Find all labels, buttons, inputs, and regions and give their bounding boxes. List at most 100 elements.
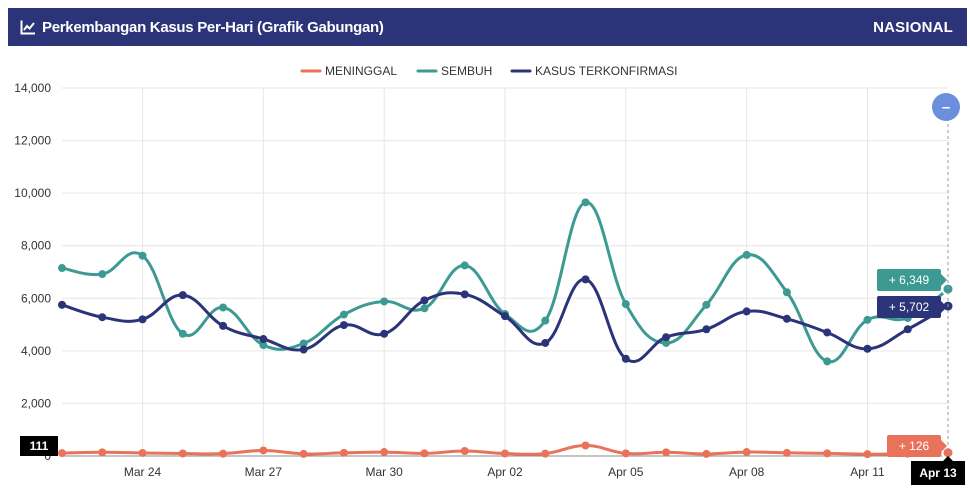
overlays: – + 6,349 + 5,702 + 126 111 Apr 13 [20,93,965,485]
data-point[interactable] [501,312,509,321]
data-point[interactable] [863,315,872,324]
zoom-out-icon[interactable]: – [942,99,950,116]
region-label: NASIONAL [873,18,953,36]
data-point[interactable] [380,297,389,306]
grid [62,87,948,457]
data-point[interactable] [903,325,912,334]
data-point[interactable] [58,449,66,458]
data-point[interactable] [299,339,308,348]
data-point[interactable] [782,448,791,457]
legend: MENINGGAL SEMBUH KASUS TERKONFIRMASI [300,64,677,78]
data-point[interactable] [460,290,469,299]
data-point[interactable] [742,250,751,259]
recovered-value-label-box [877,269,941,291]
data-point[interactable] [259,335,268,344]
data-point[interactable] [823,328,832,337]
data-point[interactable] [823,357,832,366]
data-point[interactable] [581,441,590,450]
axes: 02,0004,0006,0008,00010,00012,00014,000M… [14,81,885,479]
recovered-value-label: + 6,349 [889,273,930,287]
last-x-label: Apr 13 [919,466,957,480]
data-point[interactable] [621,449,630,458]
data-point[interactable] [782,288,791,297]
data-point[interactable] [662,333,671,342]
y-tick-label: 10,000 [14,186,51,200]
data-point[interactable] [420,296,429,305]
data-point[interactable] [259,446,268,455]
data-point[interactable] [823,449,832,458]
data-point[interactable] [219,449,228,458]
data-point[interactable] [138,315,147,324]
x-tick-label: Mar 30 [366,465,404,479]
data-point[interactable] [259,341,268,350]
last-x-label-box [911,461,965,485]
data-point[interactable] [782,314,791,323]
legend-item-label[interactable]: MENINGGAL [325,64,397,78]
data-point[interactable] [702,300,711,309]
deaths-value-label-box [887,435,941,457]
data-point[interactable] [460,261,469,270]
data-point[interactable] [863,450,872,459]
data-point[interactable] [138,448,147,457]
chart-title: Perkembangan Kasus Per-Hari (Grafik Gabu… [42,18,384,36]
confirmed-value-label-pointer [941,301,947,313]
data-point[interactable] [621,300,630,309]
series-line-sembuh [61,200,949,364]
data-point[interactable] [702,325,711,334]
data-point[interactable] [178,449,187,458]
data-point[interactable] [178,291,187,300]
data-point[interactable] [541,316,550,325]
data-point[interactable] [339,321,348,330]
data-point[interactable] [581,275,590,284]
data-point[interactable] [541,338,550,347]
confirmed-value-label-box [877,296,941,318]
data-point[interactable] [58,264,66,273]
data-point[interactable] [420,304,429,313]
chart-header: Perkembangan Kasus Per-Hari (Grafik Gabu… [8,8,967,46]
data-point[interactable] [299,449,308,458]
data-point[interactable] [178,329,187,338]
first-value-label: 111 [30,439,49,453]
confirmed-value-label: + 5,702 [889,300,930,314]
data-point[interactable] [219,303,228,312]
data-point[interactable] [742,307,751,316]
data-point[interactable] [380,329,389,338]
data-point[interactable] [299,345,308,354]
legend-item-label[interactable]: SEMBUH [441,64,492,78]
recovered-value-label-pointer [941,274,947,286]
data-point[interactable] [863,344,872,353]
data-point[interactable] [98,313,107,322]
data-point[interactable] [339,310,348,319]
data-point[interactable] [581,198,590,207]
data-point[interactable] [621,354,630,363]
data-point[interactable] [702,449,711,458]
y-tick-label: 4,000 [21,344,51,358]
data-point[interactable] [380,448,389,457]
data-point[interactable] [98,270,107,279]
last-x-label-pointer [943,456,953,461]
deaths-value-label: + 126 [899,439,930,453]
data-point[interactable] [138,251,147,260]
y-tick-label: 14,000 [14,81,51,95]
data-point[interactable] [420,449,429,458]
data-point[interactable] [219,321,228,330]
legend-item-label[interactable]: KASUS TERKONFIRMASI [535,64,677,78]
line-chart-icon [20,20,35,35]
x-tick-label: Apr 11 [850,465,885,479]
data-point[interactable] [501,449,509,458]
zoom-out-button[interactable] [932,93,960,121]
y-tick-label: 6,000 [21,291,51,305]
data-point[interactable] [98,448,107,457]
data-point[interactable] [662,448,671,457]
x-tick-label: Mar 27 [245,465,283,479]
y-tick-label: 8,000 [21,239,51,253]
x-tick-label: Apr 05 [608,465,644,479]
data-point[interactable] [58,300,66,309]
data-point[interactable] [662,338,671,347]
x-tick-label: Apr 08 [729,465,765,479]
data-point[interactable] [460,447,469,456]
data-point[interactable] [541,449,550,458]
data-point[interactable] [339,448,348,457]
data-point[interactable] [742,448,751,457]
